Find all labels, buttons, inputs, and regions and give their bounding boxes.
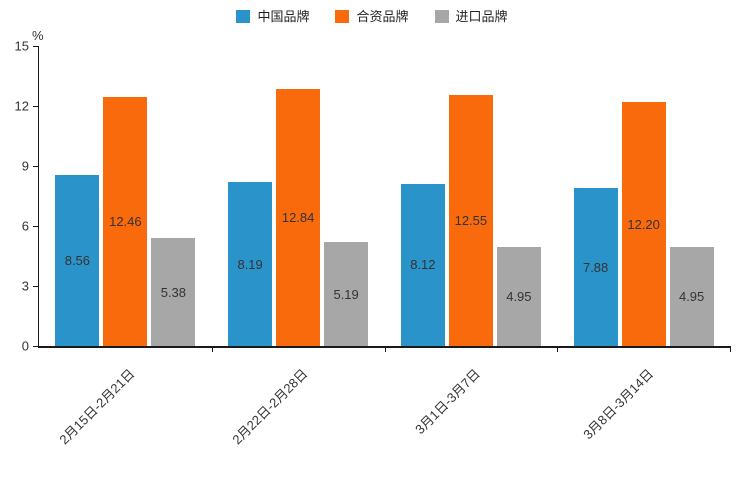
legend-label: 合资品牌 — [356, 9, 409, 24]
x-axis-category-label: 3月8日-3月14日 — [580, 366, 657, 443]
x-axis-category-label: 2月22日-2月28日 — [229, 366, 311, 448]
bar-group: 8.12 12.55 4.95 — [385, 46, 558, 346]
bar-value-label: 5.38 — [160, 284, 187, 300]
x-tick-mark — [730, 346, 731, 352]
y-tick-label: 6 — [21, 218, 29, 234]
bar-value-label: 12.46 — [109, 213, 142, 229]
bar-series-1-cat-0: 12.46 — [103, 96, 148, 346]
bar-value-label: 12.55 — [454, 213, 488, 228]
legend-item-series-0[interactable]: 中国品牌 — [236, 10, 309, 23]
y-tick-mark — [33, 345, 39, 347]
bar-series-1-cat-2: 12.55 — [448, 95, 493, 346]
bar-value-label: 5.19 — [333, 286, 359, 302]
bar-value-label: 8.12 — [410, 257, 436, 273]
bar-value-label: 12.20 — [627, 216, 660, 232]
bar-value-label: 4.95 — [678, 289, 705, 304]
y-tick-label: 15 — [14, 38, 29, 54]
legend-item-series-2[interactable]: 进口品牌 — [434, 9, 508, 24]
x-axis-category-label: 3月1日-3月7日 — [412, 366, 484, 438]
bar-series-0-cat-2: 8.12 — [400, 183, 445, 346]
y-tick-mark — [33, 225, 39, 227]
bar-series-0-cat-3: 7.88 — [573, 188, 618, 346]
bar-series-1-cat-1: 12.84 — [276, 89, 321, 346]
legend-swatch-icon — [335, 10, 350, 23]
legend-swatch-icon — [236, 10, 251, 23]
bar-series-2-cat-1: 5.19 — [324, 242, 369, 346]
legend-item-series-1[interactable]: 合资品牌 — [335, 9, 409, 24]
legend-swatch-icon — [434, 10, 449, 23]
bar-series-1-cat-3: 12.20 — [621, 102, 666, 346]
y-tick-label: 0 — [21, 338, 29, 354]
x-tick-mark — [384, 346, 386, 352]
bar-value-label: 4.95 — [506, 289, 532, 304]
bar-series-2-cat-0: 5.38 — [151, 238, 196, 346]
bar-series-2-cat-3: 4.95 — [669, 247, 714, 346]
bar-series-0-cat-0: 8.56 — [55, 174, 100, 346]
y-axis-unit-label: % — [32, 28, 44, 43]
y-tick-label: 3 — [21, 278, 29, 294]
bar-value-label: 8.56 — [64, 252, 91, 268]
legend: 中国品牌 合资品牌 进口品牌 — [0, 10, 744, 23]
bar-group: 7.88 12.20 4.95 — [557, 46, 730, 346]
x-axis-category-label: 2月15日-2月21日 — [56, 366, 138, 448]
y-tick-mark — [33, 165, 39, 167]
bar-series-2-cat-2: 4.95 — [496, 247, 541, 346]
bar-value-label: 8.19 — [237, 256, 263, 272]
y-tick-mark — [33, 285, 39, 287]
y-tick-mark — [33, 105, 39, 107]
x-axis-labels: 2月15日-2月21日 2月22日-2月28日 3月1日-3月7日 3月8日-3月14… — [38, 352, 730, 472]
bar-value-label: 7.88 — [582, 259, 609, 275]
legend-label: 中国品牌 — [257, 9, 310, 24]
bar-series-0-cat-1: 8.19 — [228, 182, 273, 346]
legend-label: 进口品牌 — [455, 9, 508, 24]
bar-group: 8.19 12.84 5.19 — [212, 46, 385, 346]
bar-value-label: 12.84 — [281, 210, 315, 226]
y-tick-label: 9 — [21, 158, 29, 174]
y-tick-label: 12 — [14, 98, 29, 114]
y-tick-mark — [33, 45, 39, 47]
bar-group: 8.56 12.46 5.38 — [39, 46, 212, 346]
x-tick-mark — [557, 346, 559, 352]
plot-area: 0 3 6 9 12 15 8.56 12.46 5.38 8.19 12.84 5.19 8.12 1… — [15, 39, 731, 354]
x-tick-mark — [211, 346, 213, 352]
